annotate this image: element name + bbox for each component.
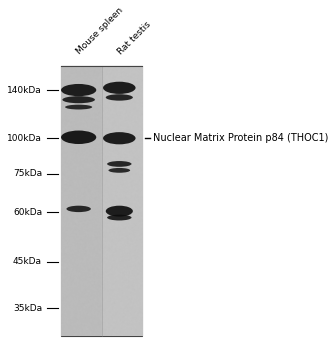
Text: Mouse spleen: Mouse spleen: [75, 6, 125, 56]
Ellipse shape: [103, 82, 136, 94]
Text: 140kDa: 140kDa: [7, 85, 42, 94]
Text: 45kDa: 45kDa: [13, 257, 42, 266]
Ellipse shape: [62, 96, 95, 103]
Ellipse shape: [61, 84, 96, 96]
Ellipse shape: [65, 105, 92, 110]
Bar: [61, 66, 142, 336]
Ellipse shape: [106, 94, 133, 101]
Text: Rat testis: Rat testis: [116, 20, 152, 56]
Ellipse shape: [61, 131, 96, 144]
Ellipse shape: [66, 206, 91, 212]
Ellipse shape: [107, 161, 132, 167]
Ellipse shape: [109, 168, 130, 173]
Text: Nuclear Matrix Protein p84 (THOC1): Nuclear Matrix Protein p84 (THOC1): [153, 133, 329, 143]
Text: 35kDa: 35kDa: [13, 304, 42, 313]
Ellipse shape: [107, 215, 132, 220]
Ellipse shape: [106, 206, 133, 217]
Text: 75kDa: 75kDa: [13, 169, 42, 178]
Text: 100kDa: 100kDa: [7, 134, 42, 143]
Ellipse shape: [103, 132, 136, 144]
Text: 60kDa: 60kDa: [13, 208, 42, 217]
